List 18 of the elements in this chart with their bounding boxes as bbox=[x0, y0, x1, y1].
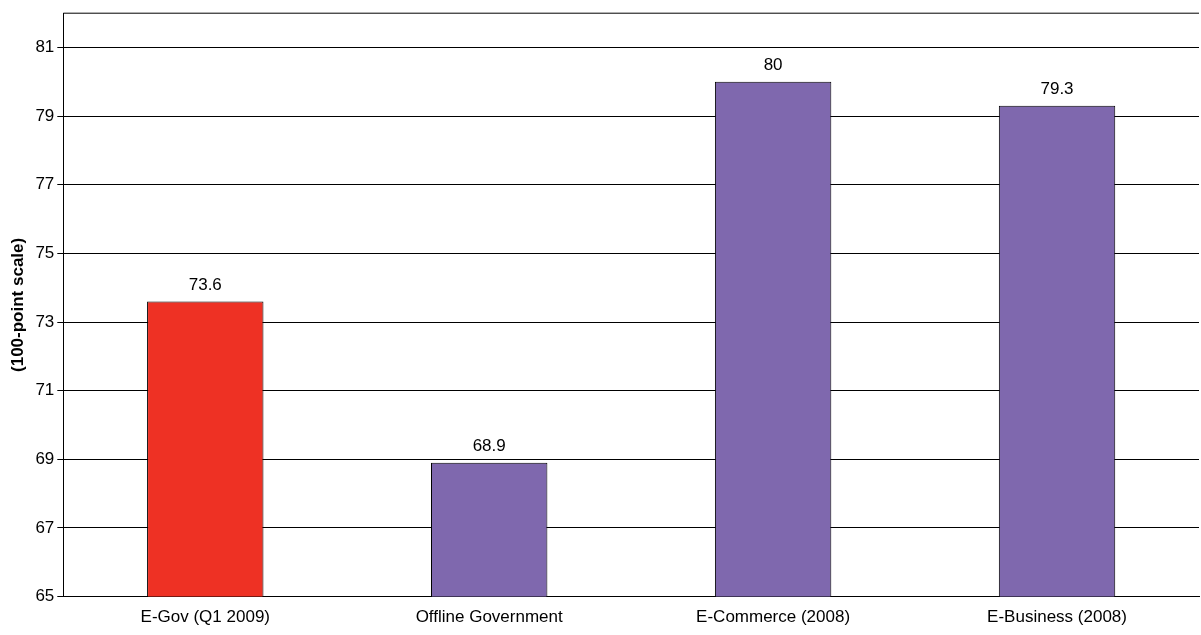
data-label: 79.3 bbox=[1040, 79, 1074, 99]
y-tick-label: 69 bbox=[35, 449, 55, 469]
y-tick-label: 77 bbox=[35, 174, 55, 194]
y-tick-label: 81 bbox=[35, 37, 55, 57]
data-label: 68.9 bbox=[472, 435, 506, 455]
y-tick-label: 79 bbox=[35, 105, 55, 125]
y-tick-label: 71 bbox=[35, 380, 55, 400]
y-tick-label: 67 bbox=[35, 517, 55, 537]
data-label: 73.6 bbox=[188, 274, 222, 294]
x-tick-label: Offline Government bbox=[415, 607, 564, 627]
y-tick-label: 73 bbox=[35, 311, 55, 331]
data-label: 80 bbox=[763, 55, 783, 75]
x-tick-label: E-Commerce (2008) bbox=[696, 607, 851, 627]
x-tick-label: E-Business (2008) bbox=[987, 607, 1127, 627]
y-tick-label: 65 bbox=[35, 586, 55, 606]
y-tick-label: 75 bbox=[35, 243, 55, 263]
x-tick-label: E-Gov (Q1 2009) bbox=[140, 607, 270, 627]
y-axis-title: (100-point scale) bbox=[7, 237, 27, 372]
